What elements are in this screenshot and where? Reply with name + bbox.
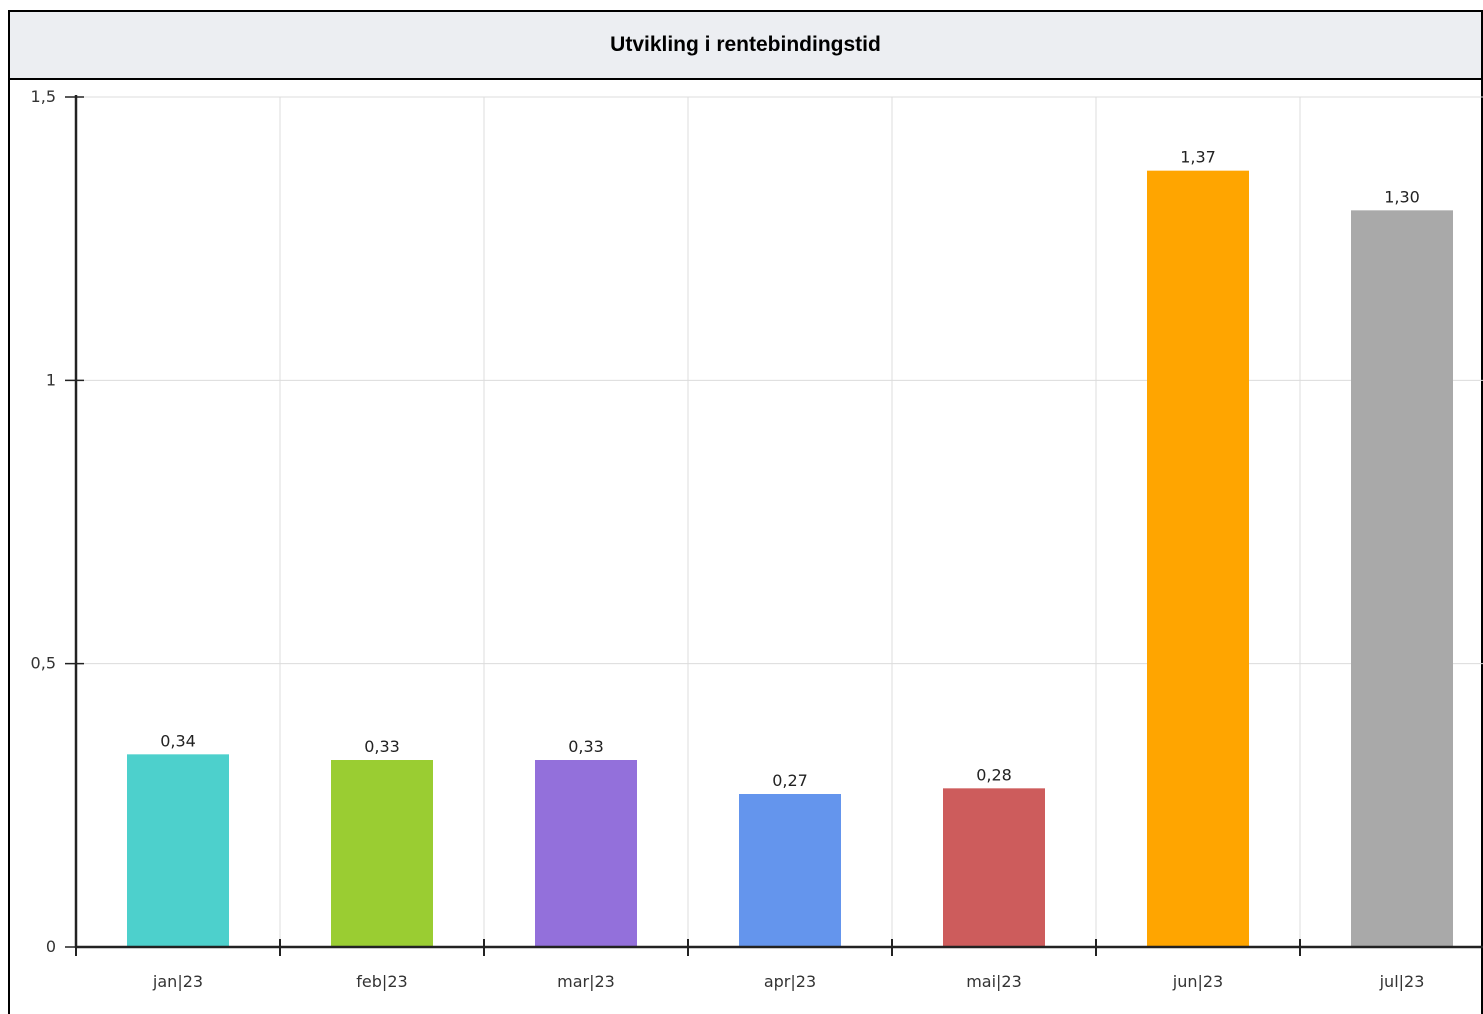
x-tick-label: feb|23 <box>356 972 407 991</box>
chart-title: Utvikling i rentebindingstid <box>610 33 881 56</box>
bar-mar-23 <box>535 760 637 947</box>
bar-apr-23 <box>739 794 841 947</box>
bar-mai-23 <box>943 788 1045 947</box>
bar-jul-23 <box>1351 210 1453 948</box>
data-label: 0,33 <box>364 737 400 756</box>
data-label: 0,27 <box>772 771 808 790</box>
bar-feb-23 <box>331 760 433 947</box>
y-tick-label: 1 <box>46 370 56 389</box>
x-tick-label: apr|23 <box>764 972 816 991</box>
bar-jan-23 <box>127 754 229 947</box>
x-tick-label: jun|23 <box>1172 972 1223 991</box>
data-label: 1,30 <box>1384 187 1420 206</box>
y-tick-label: 0,5 <box>31 654 56 673</box>
chart-title-bar: Utvikling i rentebindingstid <box>10 12 1481 80</box>
data-label: 1,37 <box>1180 148 1216 167</box>
data-label: 0,28 <box>976 765 1012 784</box>
x-tick-label: jul|23 <box>1379 972 1425 991</box>
x-tick-label: mar|23 <box>557 972 615 991</box>
x-tick-label: jan|23 <box>152 972 203 991</box>
bar-jun-23 <box>1147 170 1249 947</box>
data-label: 0,34 <box>160 731 196 750</box>
data-label: 0,33 <box>568 737 604 756</box>
y-tick-label: 0 <box>46 937 56 956</box>
x-tick-label: mai|23 <box>966 972 1022 991</box>
y-tick-label: 1,5 <box>31 87 56 106</box>
chart-frame: Utvikling i rentebindingstid <box>8 10 1483 1014</box>
